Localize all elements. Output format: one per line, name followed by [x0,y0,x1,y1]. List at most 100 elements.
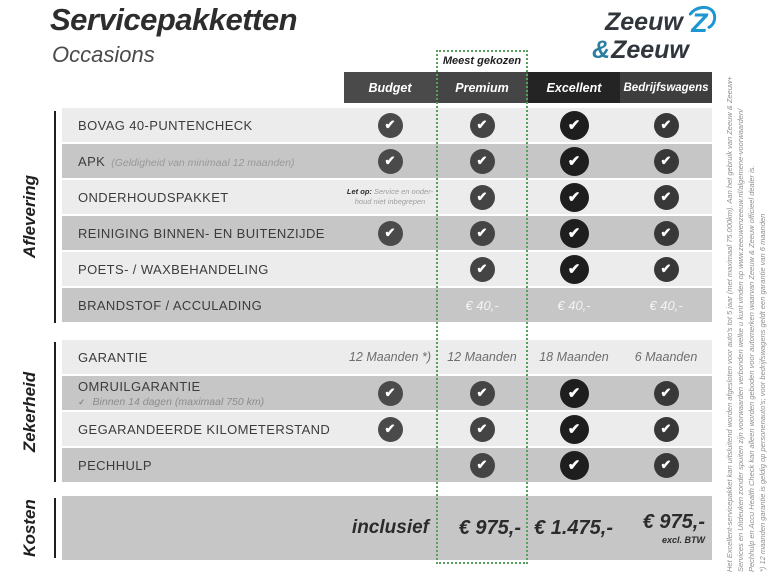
table-row: GEGARANDEERDE KILOMETERSTAND ✔ ✔ ✔ ✔ [62,412,712,448]
section-label-zekerheid: Zekerheid [20,371,39,453]
cell-bedrijfswagens: ✔ [620,216,712,250]
cell-bedrijfswagens: ✔ [620,180,712,214]
logo-line-top: Zeeuw Z [592,6,718,38]
surcharge-value: € 40,- [465,297,499,313]
section-label-aflevering: Aflevering [20,174,39,259]
table-row: APK (Geldigheid van minimaal 12 maanden) ✔… [62,144,712,180]
section-divider-kosten [54,498,56,558]
cell-budget: ✔ [344,376,436,410]
cell-excellent: € 40,- [528,288,620,322]
empty-cell [344,252,436,286]
row-sub-note: ✓ Binnen 14 dagen (maximaal 750 km) [78,395,265,408]
section-kosten-row: inclusief € 975,- € 1.475,- € 975,- excl. BT… [62,496,712,560]
empty-cell [344,448,436,482]
column-header-premium: Premium [436,72,528,103]
check-icon: ✔ [469,416,495,442]
check-icon: ✔ [377,112,403,138]
check-icon: ✔ [377,220,403,246]
cell-bedrijfswagens: ✔ [620,376,712,410]
check-icon: ✔ [469,220,495,246]
surcharge-value: € 40,- [557,297,591,313]
check-icon: ✔ [469,452,495,478]
check-icon: ✔ [653,184,679,210]
column-header-bedrijfswagens: Bedrijfswagens [620,72,712,103]
section-divider-zekerheid [54,342,56,482]
table-row: BOVAG 40-PUNTENCHECK ✔ ✔ ✔ ✔ [62,108,712,144]
column-headers: Budget Premium Excellent Bedrijfswagens [344,72,712,103]
cell-excellent: ✔ [528,180,620,214]
check-icon: ✔ [559,146,589,176]
check-icon: ✔ [377,416,403,442]
cell-excellent: ✔ [528,448,620,482]
cell-bedrijfswagens: ✔ [620,144,712,178]
logo-text-zeeuw2: Zeeuw [611,36,689,64]
cell-premium: ✔ [436,144,528,178]
section-zekerheid-rows: GARANTIE 12 Maanden *) 12 Maanden 18 Maande… [62,340,712,484]
row-label: APK (Geldigheid van minimaal 12 maanden) [62,144,344,178]
section-divider-aflevering [54,111,56,323]
logo-line-bottom: & Zeeuw [592,38,718,63]
price-amount: € 1.475,- [534,516,613,539]
duration-value: 6 Maanden [634,350,698,364]
column-header-excellent: Excellent [528,72,620,103]
check-icon: ✔ [653,112,679,138]
table-row: ONDERHOUDSPAKKET Let op: Service en onder… [62,180,712,216]
row-label-text: POETS- / WAXBEHANDELING [78,261,269,277]
small-check-icon: ✓ [78,396,86,407]
price-sub-note: excl. BTW [661,535,705,545]
check-icon: ✔ [653,416,679,442]
row-label-text: PECHHULP [78,457,152,473]
cell-budget: ✔ [344,216,436,250]
row-label-text: REINIGING BINNEN- EN BUITENZIJDE [78,225,325,241]
row-label-note: (Geldigheid van minimaal 12 maanden) [111,156,295,169]
logo-z-swoosh-icon: Z [688,6,716,38]
cell-premium: € 40,- [436,288,528,322]
surcharge-value: € 40,- [649,297,683,313]
duration-value: 12 Maanden [447,350,517,364]
empty-cell [344,288,436,322]
row-label-text: BOVAG 40-PUNTENCHECK [78,117,253,133]
price-premium: € 975,- [436,496,528,560]
fine-print-line: *) 12 maanden garantie is geldig op pers… [758,213,767,572]
cell-budget: ✔ [344,412,436,446]
cell-premium: 12 Maanden [436,340,528,374]
check-icon: ✔ [653,148,679,174]
check-icon: ✔ [377,380,403,406]
cell-excellent: ✔ [528,108,620,142]
cell-bedrijfswagens: ✔ [620,252,712,286]
check-icon: ✔ [653,256,679,282]
check-icon: ✔ [559,182,589,212]
check-icon: ✔ [469,256,495,282]
row-label: GARANTIE [62,340,344,374]
row-label-text: ONDERHOUDSPAKKET [78,189,229,205]
check-icon: ✔ [469,112,495,138]
row-label: OMRUILGARANTIE ✓ Binnen 14 dagen (maximaal… [62,376,344,410]
row-label-text: GARANTIE [78,349,148,365]
cell-bedrijfswagens: 6 Maanden [620,340,712,374]
page-title: Servicepakketten [50,2,298,37]
check-icon: ✔ [469,184,495,210]
cell-premium: ✔ [436,108,528,142]
zeeuw-en-zeeuw-logo: Zeeuw Z & Zeeuw [592,6,718,63]
cell-premium: ✔ [436,412,528,446]
cell-bedrijfswagens: ✔ [620,108,712,142]
price-amount: € 975,- [642,511,705,533]
check-icon: ✔ [653,380,679,406]
row-label: BRANDSTOF / ACCULADING [62,288,344,322]
cell-premium: ✔ [436,252,528,286]
cell-budget: ✔ [344,144,436,178]
table-row: PECHHULP ✔ ✔ ✔ [62,448,712,484]
check-icon: ✔ [653,452,679,478]
section-label-kosten: Kosten [20,499,39,557]
cell-bedrijfswagens: ✔ [620,412,712,446]
cell-excellent: ✔ [528,252,620,286]
row-label-text: OMRUILGARANTIE [78,378,201,394]
price-amount: € 975,- [458,516,521,539]
check-icon: ✔ [559,450,589,480]
logo-text-zeeuw: Zeeuw [605,7,683,36]
price-amount: inclusief [351,517,429,538]
cell-budget: Let op: Service en onder-houd niet inbeg… [344,180,436,214]
check-icon: ✔ [377,148,403,174]
most-chosen-badge: Meest gekozen [436,50,528,72]
duration-value: 18 Maanden [539,350,609,364]
